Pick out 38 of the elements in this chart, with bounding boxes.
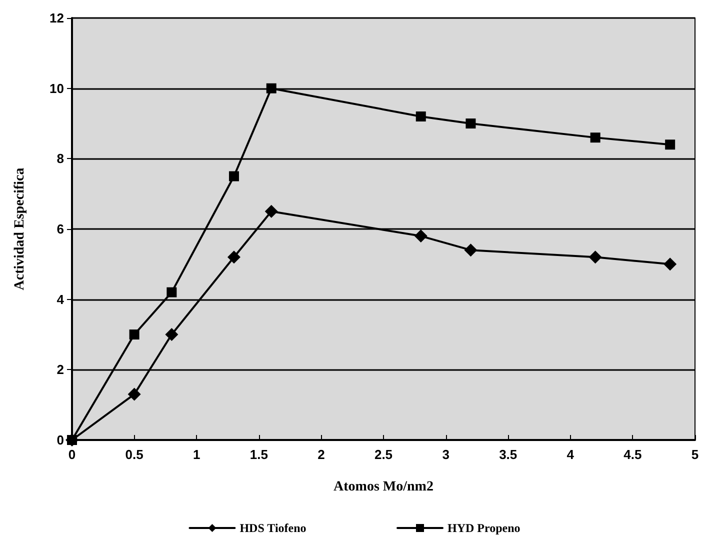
x-tick-label: 1: [192, 447, 200, 462]
x-tick-label: 2: [318, 447, 325, 462]
x-tick-label: 4.5: [624, 447, 642, 462]
point: [416, 111, 426, 122]
point: [588, 250, 602, 264]
point: [228, 171, 239, 182]
point: [165, 328, 178, 341]
point: [128, 388, 141, 401]
y-tick-label: 10: [50, 80, 64, 96]
point: [665, 140, 676, 150]
y-tick-label: 2: [56, 362, 64, 378]
legend-label: HYD Propeno: [448, 521, 520, 535]
point: [266, 83, 276, 94]
point: [464, 244, 478, 257]
point: [129, 330, 140, 340]
x-tick-label: 3: [442, 447, 450, 462]
x-tick-label: 2.5: [374, 447, 393, 462]
point: [264, 204, 278, 218]
y-tick-label: 0: [56, 432, 64, 448]
x-tick-label: 0: [68, 447, 76, 462]
y-tick-label: 4: [56, 292, 65, 307]
x-axis-title: Atomos Mo/nm2: [334, 480, 434, 494]
x-tick-label: 1.5: [250, 447, 268, 462]
x-tick-label: 0.5: [125, 447, 144, 462]
point: [414, 230, 428, 243]
y-axis-title: Actividad Especifica: [12, 168, 28, 290]
point: [227, 250, 240, 264]
x-tick-label: 3.5: [499, 447, 518, 462]
y-tick-label: 8: [56, 151, 64, 166]
legend-label: HDS Tiofeno: [240, 521, 306, 535]
point: [166, 287, 177, 298]
point: [590, 132, 600, 143]
x-tick-label: 4: [566, 447, 575, 462]
x-tick-label: 5: [691, 447, 699, 462]
point: [664, 258, 677, 271]
point: [466, 118, 476, 128]
y-tick-label: 6: [56, 222, 64, 236]
y-tick-label: 12: [50, 10, 64, 26]
